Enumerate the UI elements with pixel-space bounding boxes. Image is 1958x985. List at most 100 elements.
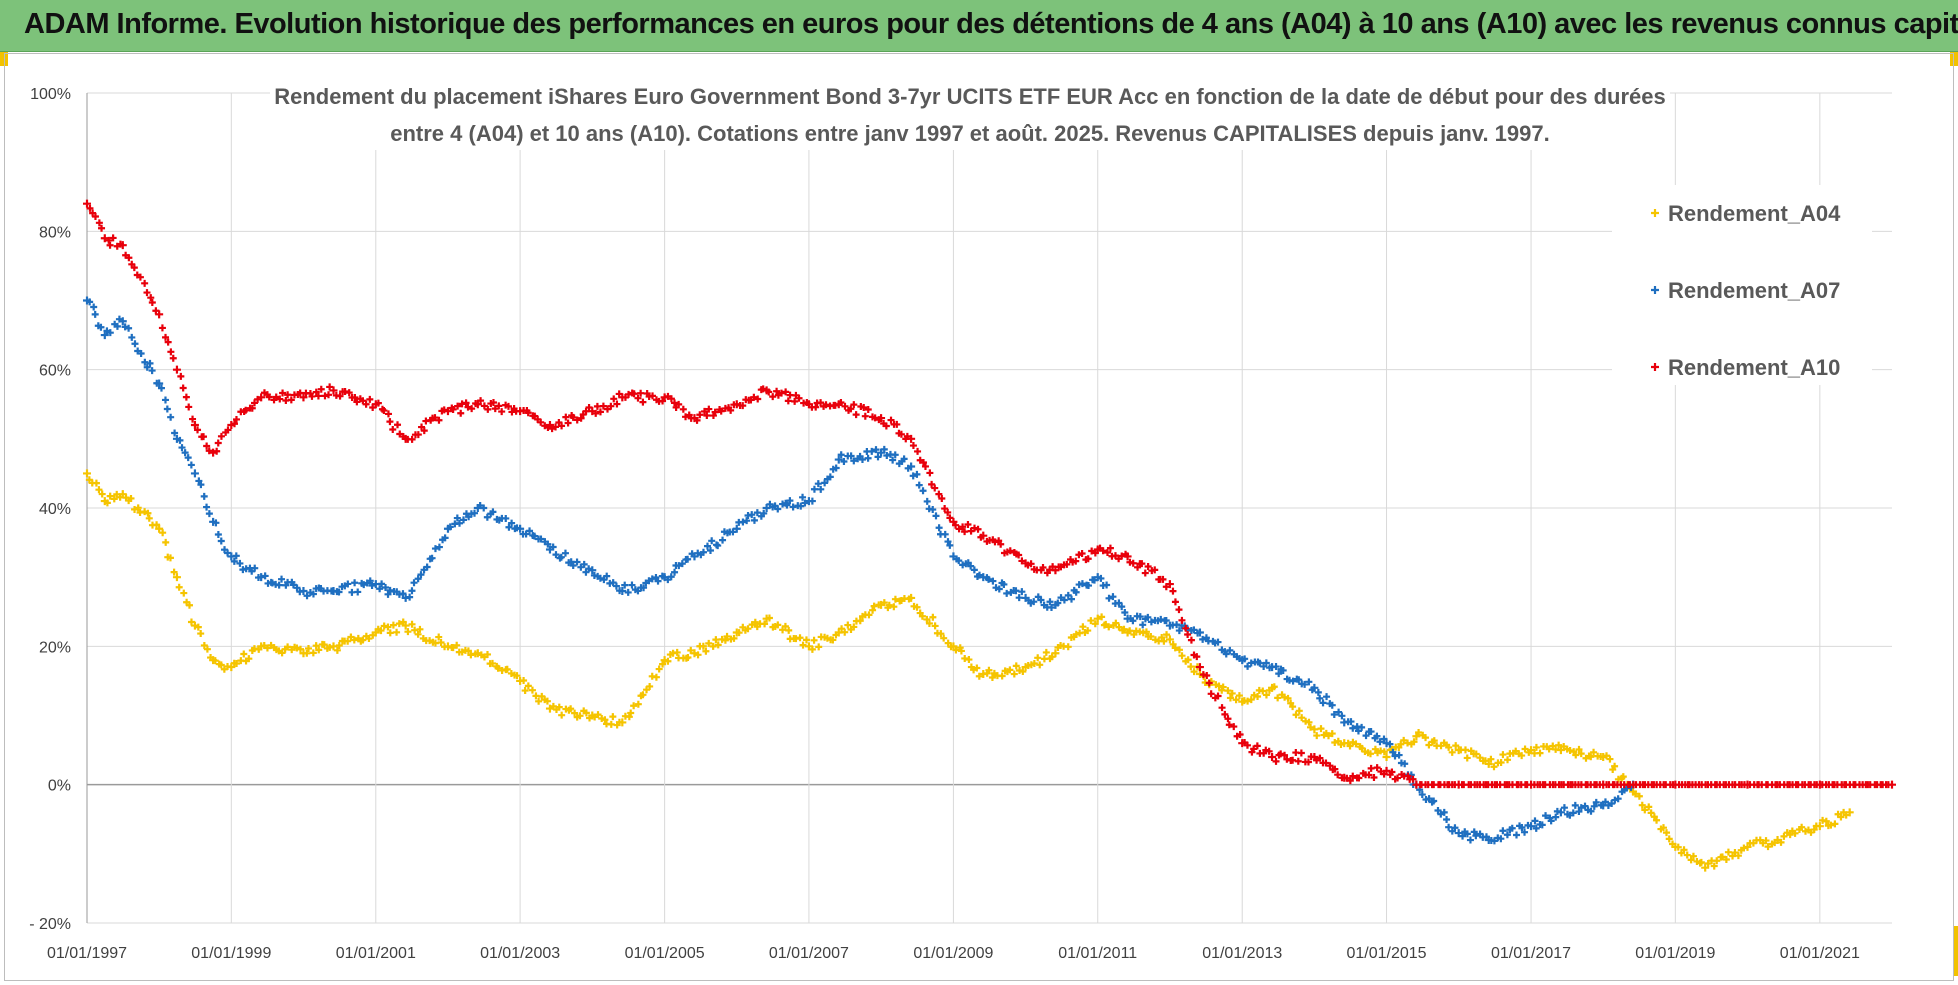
data-point [667, 395, 675, 403]
data-point [344, 580, 352, 588]
data-point [1259, 687, 1267, 695]
data-point [369, 403, 377, 411]
data-point [1219, 683, 1227, 691]
data-point [1521, 828, 1529, 836]
data-point [1538, 821, 1546, 829]
data-point [791, 397, 799, 405]
data-point [1647, 809, 1655, 817]
data-point [153, 521, 161, 529]
data-point [1347, 718, 1355, 726]
data-point [131, 505, 139, 513]
data-point [344, 637, 352, 645]
data-point [795, 394, 803, 402]
data-point [1452, 742, 1460, 750]
data-point [935, 524, 943, 532]
data-point [1262, 659, 1270, 667]
data-point [1151, 566, 1159, 574]
data-point [944, 508, 952, 516]
data-point [730, 634, 738, 642]
data-point [158, 324, 166, 332]
data-point [189, 415, 197, 423]
data-point [217, 432, 225, 440]
data-point [1354, 727, 1362, 735]
data-point [312, 642, 320, 650]
data-point [1158, 633, 1166, 641]
data-point [923, 497, 931, 505]
data-point [753, 509, 761, 517]
data-point [925, 619, 933, 627]
data-point [1037, 596, 1045, 604]
data-point [1415, 728, 1423, 736]
data-point [345, 389, 353, 397]
data-point [303, 649, 311, 657]
data-point [1289, 703, 1297, 711]
data-point [1734, 852, 1742, 860]
data-point [1122, 550, 1130, 558]
data-point [1683, 851, 1691, 859]
data-point [83, 199, 91, 208]
data-point [265, 393, 273, 401]
data-point [159, 529, 167, 537]
data-point [569, 413, 577, 421]
data-point [624, 588, 632, 596]
data-point [1268, 753, 1277, 761]
data-point [263, 644, 271, 652]
data-point [460, 516, 468, 524]
data-point [416, 625, 424, 633]
data-point [985, 666, 993, 674]
data-point [714, 542, 722, 550]
data-point [1060, 596, 1068, 604]
data-point [1019, 668, 1027, 676]
data-point [1326, 762, 1334, 770]
data-point [1195, 663, 1204, 672]
data-point [1482, 833, 1490, 841]
data-point [567, 558, 575, 566]
data-point [1523, 781, 1531, 789]
data-point [1265, 686, 1273, 694]
data-point [975, 571, 983, 579]
data-point [687, 414, 695, 422]
data-point [489, 508, 497, 516]
data-point [1713, 857, 1721, 865]
data-point [230, 420, 238, 428]
data-point [1822, 817, 1830, 825]
data-point [1370, 774, 1378, 782]
data-point [1247, 696, 1255, 704]
data-point [287, 396, 295, 404]
data-point [970, 524, 978, 532]
data-point [929, 506, 937, 514]
data-point [1292, 711, 1300, 719]
data-point [284, 391, 292, 399]
data-point [537, 418, 545, 426]
data-point [471, 650, 479, 658]
data-point [903, 432, 911, 440]
data-point [1087, 617, 1095, 625]
data-point [941, 530, 949, 538]
data-point [146, 359, 154, 367]
data-point [1301, 680, 1309, 688]
data-point [1047, 603, 1055, 611]
data-point [299, 393, 308, 402]
data-point [891, 595, 899, 603]
data-point [91, 212, 99, 220]
data-point [603, 572, 611, 580]
data-point [526, 527, 534, 535]
data-point [175, 583, 183, 591]
data-point [1572, 751, 1580, 759]
data-point [224, 426, 232, 434]
data-point [834, 455, 843, 464]
data-point [799, 493, 807, 501]
data-point [1027, 560, 1035, 568]
data-point [875, 601, 883, 609]
data-point [847, 452, 855, 460]
data-point [761, 620, 769, 628]
data-point [1243, 741, 1251, 749]
data-point [278, 649, 286, 657]
data-point [582, 407, 590, 415]
data-point [472, 399, 480, 407]
data-point [428, 554, 436, 562]
data-point [769, 393, 777, 401]
data-point [1596, 781, 1604, 789]
data-point [569, 561, 577, 569]
data-point [1147, 618, 1155, 626]
